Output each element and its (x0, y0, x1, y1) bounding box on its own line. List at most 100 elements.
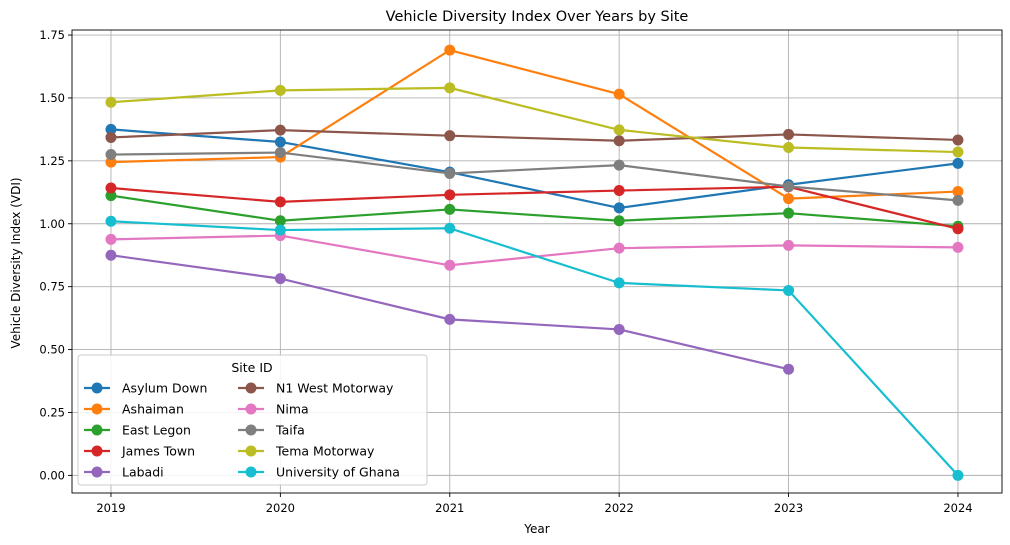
data-point (105, 96, 117, 108)
x-tick-label: 2022 (605, 501, 634, 515)
y-tick-label: 0.50 (39, 343, 65, 357)
data-point (613, 242, 625, 254)
series-ashaiman (105, 44, 964, 205)
legend-label: Ashaiman (122, 402, 184, 417)
data-point (105, 149, 117, 161)
data-point (952, 469, 964, 481)
data-point (783, 142, 795, 154)
y-tick-label: 0.25 (39, 405, 65, 419)
legend-label: Nima (276, 402, 309, 417)
data-point (274, 147, 286, 159)
legend-label: Labadi (122, 465, 164, 480)
series-n1-west-motorway (105, 124, 964, 147)
data-point (613, 323, 625, 335)
legend-label: East Legon (122, 423, 191, 438)
series-labadi (105, 249, 795, 375)
legend-item: Ashaiman (84, 402, 184, 417)
series-line (110, 220, 959, 477)
legend-marker (245, 424, 257, 436)
legend-item: University of Ghana (238, 465, 400, 480)
plot-frame (71, 29, 1003, 494)
x-tick-label: 2020 (266, 501, 295, 515)
data-point (952, 134, 964, 146)
data-point (444, 222, 456, 234)
legend-marker (245, 445, 257, 457)
legend-marker (245, 382, 257, 394)
y-tick-label: 1.50 (39, 91, 65, 105)
y-tick-label: 1.00 (39, 217, 65, 231)
series-line (110, 185, 959, 230)
data-point (783, 193, 795, 205)
legend-box (77, 354, 428, 486)
x-axis-label: Year (523, 522, 549, 536)
data-point (444, 130, 456, 142)
legend-item: East Legon (84, 423, 191, 438)
data-point (783, 284, 795, 296)
data-point (952, 146, 964, 158)
series-nima (105, 230, 964, 271)
data-point (444, 44, 456, 56)
data-point (613, 159, 625, 171)
data-point (444, 259, 456, 271)
x-tick-label: 2021 (435, 501, 464, 515)
legend: Site ID Asylum Down Ashaiman East Legon Jam… (77, 354, 428, 486)
legend-title: Site ID (231, 360, 272, 375)
legend-label: Tema Motorway (275, 444, 375, 459)
series-line (110, 234, 958, 267)
series-line (110, 49, 959, 200)
x-tick-label: 2023 (774, 501, 803, 515)
x-axis-ticks: 2019 2020 2021 2022 2023 2024 (96, 493, 973, 515)
data-point (274, 273, 286, 285)
data-point (952, 223, 964, 235)
data-point (952, 241, 964, 253)
data-point (952, 186, 964, 198)
data-point (613, 202, 625, 214)
series-university-of-ghana (105, 215, 964, 481)
series-line (110, 129, 958, 142)
legend-items: Asylum Down Ashaiman East Legon James Town L… (84, 381, 400, 480)
y-axis-ticks: 0.00 0.25 0.50 0.75 1.00 1.25 1.50 1.75 (39, 28, 72, 482)
series-line (110, 194, 959, 228)
data-point (952, 194, 964, 206)
legend-marker (91, 403, 103, 415)
data-point (105, 182, 117, 194)
series-tema-motorway (105, 82, 964, 158)
y-tick-label: 1.75 (39, 28, 65, 42)
data-point (105, 156, 117, 168)
chart-title: Vehicle Diversity Index Over Years by Si… (386, 9, 689, 25)
y-tick-label: 0.00 (39, 468, 65, 482)
data-point (444, 189, 456, 201)
x-tick-label: 2019 (96, 501, 125, 515)
data-point (274, 224, 286, 236)
data-point (783, 181, 795, 193)
series-line (110, 151, 959, 202)
data-point (105, 249, 117, 261)
data-point (105, 233, 117, 245)
data-point (274, 215, 286, 227)
data-point (105, 123, 117, 135)
data-point (613, 88, 625, 100)
data-point (444, 82, 456, 94)
series-line (110, 86, 958, 154)
legend-label: Asylum Down (122, 381, 207, 396)
data-point (952, 157, 964, 169)
data-point (613, 124, 625, 136)
legend-marker (245, 403, 257, 415)
data-point (613, 185, 625, 197)
legend-item: Asylum Down (84, 381, 207, 396)
data-point (444, 203, 456, 215)
data-point (444, 167, 456, 179)
legend-marker (91, 466, 103, 478)
x-tick-label: 2024 (943, 501, 972, 515)
data-point (274, 124, 286, 136)
data-point (613, 215, 625, 227)
data-point (105, 131, 117, 143)
data-point (783, 239, 795, 251)
data-point (274, 84, 286, 96)
data-point (105, 190, 117, 202)
legend-label: N1 West Motorway (276, 381, 394, 396)
data-point (444, 313, 456, 325)
data-point (613, 135, 625, 147)
legend-item: Taifa (238, 423, 305, 438)
